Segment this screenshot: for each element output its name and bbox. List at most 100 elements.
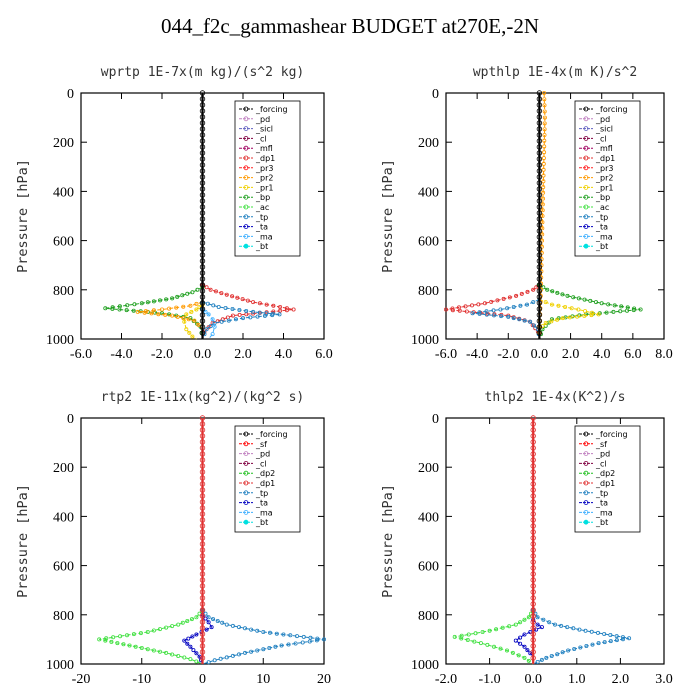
- y-tick-label: 0: [67, 412, 74, 427]
- series-line: [183, 614, 213, 665]
- data-point: [199, 601, 206, 607]
- chart-panel-2: wpthlp 1E-4x(m K)/s^2 Pressure [hPa] 0 200 4…: [380, 65, 673, 362]
- data-point: [596, 641, 601, 646]
- data-point: [470, 311, 475, 316]
- legend-marker: [243, 175, 249, 181]
- data-point: [199, 114, 206, 120]
- data-point: [236, 652, 241, 657]
- y-tick-label: 400: [418, 510, 439, 525]
- data-point: [536, 276, 543, 282]
- data-point: [539, 625, 544, 630]
- data-point: [541, 167, 546, 172]
- data-point: [575, 314, 580, 319]
- series-line: [445, 284, 540, 340]
- data-point: [194, 301, 199, 306]
- data-point: [514, 293, 519, 298]
- data-point: [139, 646, 144, 651]
- y-tick-label: 800: [418, 609, 439, 624]
- data-point: [535, 615, 540, 620]
- data-point: [199, 264, 206, 270]
- data-point: [507, 295, 512, 300]
- data-point: [450, 308, 455, 313]
- data-point: [139, 301, 144, 306]
- data-point: [208, 324, 213, 329]
- data-point: [190, 634, 195, 639]
- data-point: [443, 307, 448, 312]
- data-point: [530, 421, 536, 427]
- legend-marker: [583, 155, 589, 161]
- data-point: [536, 114, 543, 120]
- data-point: [522, 617, 527, 622]
- data-point: [191, 648, 196, 653]
- legend-marker: [243, 233, 249, 239]
- legend-label: _sf: [255, 440, 267, 449]
- data-point: [236, 625, 241, 630]
- series-line: [454, 609, 534, 665]
- data-point: [235, 295, 240, 300]
- legend-marker: [583, 126, 589, 132]
- data-point: [206, 312, 211, 317]
- chart-title: wpthlp 1E-4x(m K)/s^2: [473, 65, 637, 80]
- series-line: [539, 299, 599, 330]
- data-point: [257, 310, 262, 315]
- data-point: [536, 324, 543, 330]
- data-point: [307, 639, 312, 644]
- x-tick-label: 0.0: [194, 347, 212, 362]
- data-point: [199, 481, 206, 487]
- data-point: [530, 505, 536, 511]
- data-point: [536, 216, 543, 222]
- data-point: [589, 310, 594, 315]
- data-point: [530, 487, 536, 493]
- data-point: [555, 290, 560, 295]
- data-point: [530, 589, 536, 595]
- data-point: [199, 559, 206, 565]
- data-point: [608, 633, 613, 638]
- data-point: [199, 312, 206, 318]
- data-point: [151, 308, 156, 313]
- data-point: [170, 624, 175, 629]
- data-point: [261, 647, 266, 652]
- data-point: [484, 312, 489, 317]
- data-point: [174, 305, 179, 310]
- x-tick-label: 0.0: [524, 672, 542, 687]
- data-point: [199, 589, 206, 595]
- data-point: [199, 300, 206, 306]
- legend-marker: [243, 194, 249, 200]
- legend-label: _sicl: [595, 125, 613, 134]
- data-point: [167, 306, 172, 311]
- data-point: [210, 317, 215, 322]
- legend-label: _ma: [255, 508, 273, 517]
- data-point: [133, 644, 138, 649]
- data-point: [194, 651, 199, 656]
- data-point: [199, 150, 206, 156]
- data-point: [464, 309, 469, 314]
- data-point: [186, 636, 191, 641]
- series-line: [532, 609, 630, 665]
- data-point: [199, 210, 206, 216]
- data-point: [125, 633, 130, 638]
- data-point: [536, 168, 543, 174]
- legend-label: _tp: [595, 489, 608, 498]
- data-point: [156, 312, 161, 317]
- data-point: [131, 308, 136, 313]
- data-point: [489, 299, 494, 304]
- data-point: [249, 627, 254, 632]
- x-tick-label: -20: [72, 672, 91, 687]
- data-point: [284, 308, 289, 313]
- data-point: [556, 303, 561, 308]
- x-tick-label: 20: [317, 672, 331, 687]
- data-point: [540, 220, 545, 225]
- data-point: [199, 631, 206, 637]
- y-tick-label: 0: [432, 87, 439, 102]
- y-tick-label: 200: [53, 136, 74, 151]
- data-point: [189, 617, 194, 622]
- legend-marker: [583, 224, 589, 230]
- y-tick-label: 800: [53, 609, 74, 624]
- data-point: [530, 583, 536, 589]
- data-point: [536, 294, 543, 300]
- data-point: [164, 650, 169, 655]
- data-point: [530, 427, 536, 433]
- legend-marker: [243, 214, 249, 220]
- data-point: [530, 457, 536, 463]
- legend-label: _ta: [255, 499, 268, 508]
